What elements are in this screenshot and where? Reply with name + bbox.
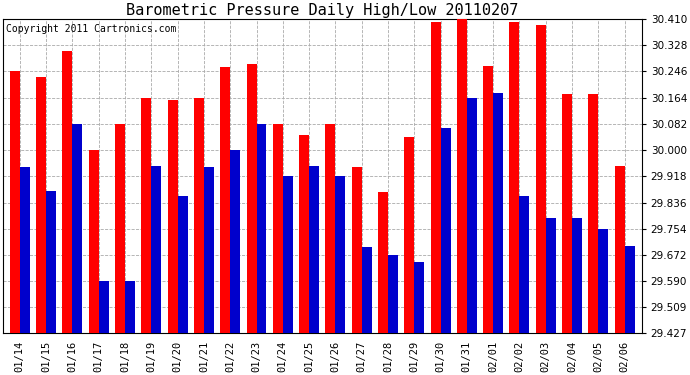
Bar [151,166,161,333]
Bar [457,19,467,333]
Bar [509,22,520,333]
Bar [615,166,624,333]
Bar [99,281,109,333]
Bar [36,76,46,333]
Bar [431,22,440,333]
Bar [388,255,398,333]
Bar [598,229,609,333]
Text: Copyright 2011 Cartronics.com: Copyright 2011 Cartronics.com [6,24,177,34]
Bar [220,67,230,333]
Bar [352,167,362,333]
Bar [493,93,503,333]
Bar [246,64,257,333]
Bar [89,150,99,333]
Bar [589,94,598,333]
Bar [230,150,240,333]
Bar [283,176,293,333]
Bar [299,135,309,333]
Bar [177,196,188,333]
Bar [273,124,283,333]
Bar [63,51,72,333]
Bar [204,167,214,333]
Bar [404,137,414,333]
Bar [483,66,493,333]
Bar [535,26,546,333]
Bar [72,124,82,333]
Bar [467,98,477,333]
Bar [362,247,372,333]
Bar [20,167,30,333]
Bar [572,218,582,333]
Bar [125,281,135,333]
Bar [10,71,20,333]
Bar [46,191,56,333]
Bar [168,99,177,333]
Bar [194,98,204,333]
Bar [562,94,572,333]
Bar [378,192,388,333]
Bar [141,98,151,333]
Bar [546,218,555,333]
Bar [624,246,635,333]
Bar [326,124,335,333]
Bar [440,128,451,333]
Title: Barometric Pressure Daily High/Low 20110207: Barometric Pressure Daily High/Low 20110… [126,3,518,18]
Bar [115,124,125,333]
Bar [309,166,319,333]
Bar [257,124,266,333]
Bar [520,196,529,333]
Bar [414,262,424,333]
Bar [335,176,346,333]
